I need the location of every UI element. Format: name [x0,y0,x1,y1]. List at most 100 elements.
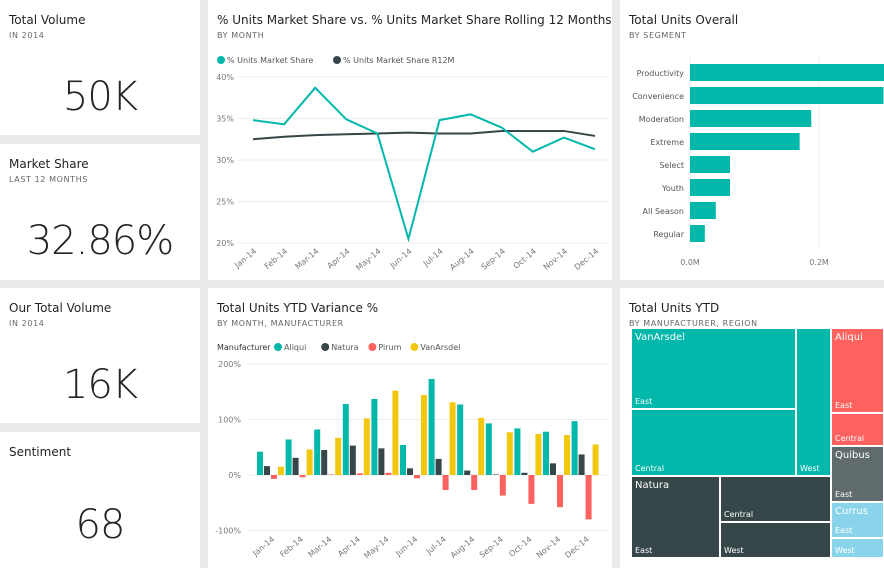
bar-vanarsdel-feb-14 [306,449,313,475]
category-label: Convenience [632,92,684,101]
bar-natura-jan-14 [264,466,270,475]
bar-vanarsdel-apr-14 [363,418,370,475]
bar-aliqui-sep-14 [485,423,492,475]
treemap-region-label: West [724,546,744,555]
treemap-cell-vanarsdel-west[interactable]: West [796,328,831,476]
bar-aliqui-jun-14 [400,445,406,475]
kpi-card-total-volume[interactable]: Total Volume IN 2014 50K [0,0,200,135]
kpi-value: 50K [62,74,138,120]
y-tick-label: 100% [218,416,241,425]
x-tick-label: Sep-14 [480,247,507,272]
y-tick-label: 0% [228,471,241,480]
x-tick-label: Aug-14 [448,247,476,272]
chart-title: % Units Market Share vs. % Units Market … [217,13,612,27]
legend-label: Aliqui [284,343,306,352]
variance-column-chart-card[interactable]: Total Units YTD Variance % BY MONTH, MAN… [208,288,612,568]
bar-pirum-jan-14 [271,475,277,479]
legend-marker [274,343,282,351]
y-tick-label: 40% [216,73,234,82]
chart-title: Total Units YTD Variance % [217,301,379,315]
y-tick-label: 25% [216,198,234,207]
bar-aliqui-may-14 [371,398,378,475]
bar-productivity [690,64,884,81]
bar-natura-jun-14 [407,468,413,475]
x-tick-label: Jun-14 [388,247,414,271]
kpi-value: 32.86% [26,218,175,264]
legend-marker [410,343,419,351]
card-title: Total Volume [9,13,86,27]
treemap-region-label: East [835,490,853,499]
legend-marker [321,343,330,351]
category-label: Extreme [650,138,684,147]
treemap-group-label: Quibus [835,450,870,461]
card-subtitle: IN 2014 [9,319,45,328]
x-tick-label: Aug-14 [449,535,477,560]
category-label: Moderation [639,115,684,124]
bar-moderation [690,110,812,127]
line-chart: % Units Market Share % Units Market Share… [216,56,608,272]
card-title: Sentiment [9,445,72,459]
legend-label: VanArsdel [420,343,460,352]
x-tick-label: Nov-14 [535,535,563,560]
bar-vanarsdel-jul-14 [449,402,456,475]
bar-pirum-feb-14 [299,475,306,478]
bar-pirum-oct-14 [528,475,535,504]
bar-aliqui-mar-14 [314,429,321,475]
treemap-cell-aliqui-east[interactable]: Aliqui East [831,328,884,413]
treemap-cell-quibus-east[interactable]: Quibus East [831,446,884,502]
kpi-card-market-share[interactable]: Market Share LAST 12 MONTHS 32.86% [0,144,200,280]
treemap-region-label: East [635,546,653,555]
category-label: Regular [653,230,684,239]
line-chart-card[interactable]: % Units Market Share vs. % Units Market … [208,0,612,280]
bar-all-season [690,202,716,219]
treemap-cell-aliqui-central[interactable]: Central [831,413,884,446]
treemap-group-label: Currus [835,506,868,517]
treemap-cell-natura-east[interactable]: Natura East [631,476,720,558]
legend-label: % Units Market Share R12M [343,56,455,65]
x-tick-label: Feb-14 [278,535,305,559]
treemap-card[interactable]: Total Units YTD BY MANUFACTURER, REGION … [620,288,884,568]
chart-subtitle: BY SEGMENT [629,31,687,40]
x-tick-label: Jan-14 [232,247,258,271]
card-subtitle: LAST 12 MONTHS [9,175,88,184]
bar-pirum-dec-14 [585,475,592,520]
treemap-region-label: East [835,526,853,535]
bar-aliqui-oct-14 [514,428,521,475]
x-tick-label: Oct-14 [512,247,538,271]
x-tick-label: Jun-14 [393,535,419,559]
treemap-cell-vanarsdel-east[interactable]: VanArsdel East [631,328,796,409]
treemap-region-label: West [835,546,855,555]
treemap-region-label: Central [835,434,865,443]
bar-regular [690,225,705,242]
kpi-card-our-total-volume[interactable]: Our Total Volume IN 2014 16K [0,288,200,423]
bar-vanarsdel-oct-14 [535,433,542,475]
bar-youth [690,179,730,196]
bar-vanarsdel-mar-14 [335,437,342,475]
bar-pirum-apr-14 [356,473,363,475]
legend-title: Manufacturer [217,343,271,352]
treemap-cell-currus-east[interactable]: Currus East [831,502,884,538]
chart-subtitle: BY MONTH [217,31,265,40]
category-label: Select [659,161,684,170]
bar-pirum-nov-14 [557,475,563,508]
card-subtitle: IN 2014 [9,31,45,40]
treemap-cell-currus-west[interactable]: West [831,538,884,558]
series-line--units-market-share-r12m [252,129,596,141]
bar-aliqui-jan-14 [257,451,263,475]
treemap: VanArsdel East Central West Aliqui East Centra… [631,328,884,558]
bar-aliqui-aug-14 [457,404,464,475]
treemap-cell-natura-central[interactable]: Central [720,476,831,522]
x-tick-label: Jan-14 [250,535,276,559]
bar-natura-dec-14 [578,454,585,475]
segment-bar-chart-card[interactable]: Total Units Overall BY SEGMENT Productiv… [620,0,884,280]
treemap-cell-natura-west[interactable]: West [720,522,831,558]
kpi-card-sentiment[interactable]: Sentiment 68 [0,432,200,568]
x-tick-label: Jul-14 [421,247,445,269]
treemap-cell-vanarsdel-central[interactable]: Central [631,409,796,476]
chart-title: Total Units YTD [629,301,720,315]
series-line--units-market-share [252,86,596,243]
x-tick-label: Dec-14 [563,535,591,560]
bar-aliqui-nov-14 [543,431,549,475]
treemap-group-label: Natura [635,480,670,491]
bar-vanarsdel-dec-14 [592,444,599,475]
